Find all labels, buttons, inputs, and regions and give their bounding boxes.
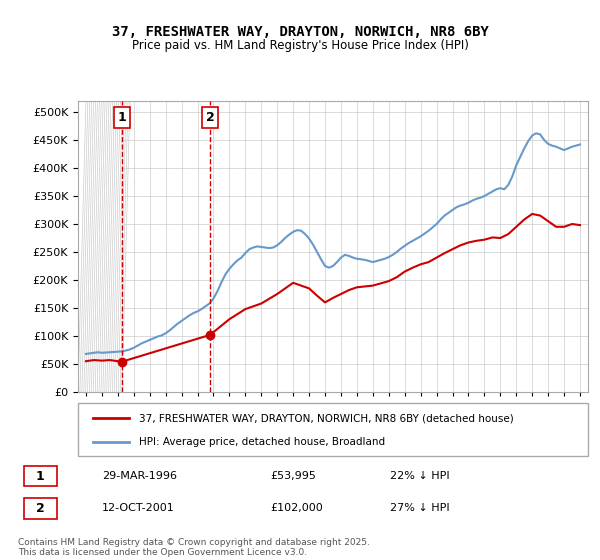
Text: 37, FRESHWATER WAY, DRAYTON, NORWICH, NR8 6BY: 37, FRESHWATER WAY, DRAYTON, NORWICH, NR…: [112, 25, 488, 39]
Text: 2: 2: [36, 502, 44, 515]
Text: Contains HM Land Registry data © Crown copyright and database right 2025.
This d: Contains HM Land Registry data © Crown c…: [18, 538, 370, 557]
Text: 37, FRESHWATER WAY, DRAYTON, NORWICH, NR8 6BY (detached house): 37, FRESHWATER WAY, DRAYTON, NORWICH, NR…: [139, 413, 514, 423]
Text: 22% ↓ HPI: 22% ↓ HPI: [390, 471, 449, 481]
Text: Price paid vs. HM Land Registry's House Price Index (HPI): Price paid vs. HM Land Registry's House …: [131, 39, 469, 52]
Text: 12-OCT-2001: 12-OCT-2001: [102, 503, 175, 514]
Text: 29-MAR-1996: 29-MAR-1996: [102, 471, 177, 481]
Text: 1: 1: [117, 111, 126, 124]
Text: 2: 2: [206, 111, 214, 124]
Text: HPI: Average price, detached house, Broadland: HPI: Average price, detached house, Broa…: [139, 436, 385, 446]
Text: £53,995: £53,995: [270, 471, 316, 481]
Text: 27% ↓ HPI: 27% ↓ HPI: [390, 503, 449, 514]
FancyBboxPatch shape: [24, 466, 57, 487]
Bar: [78, 101, 122, 392]
FancyBboxPatch shape: [78, 403, 588, 456]
Text: 1: 1: [36, 470, 44, 483]
Text: £102,000: £102,000: [270, 503, 323, 514]
FancyBboxPatch shape: [24, 498, 57, 519]
